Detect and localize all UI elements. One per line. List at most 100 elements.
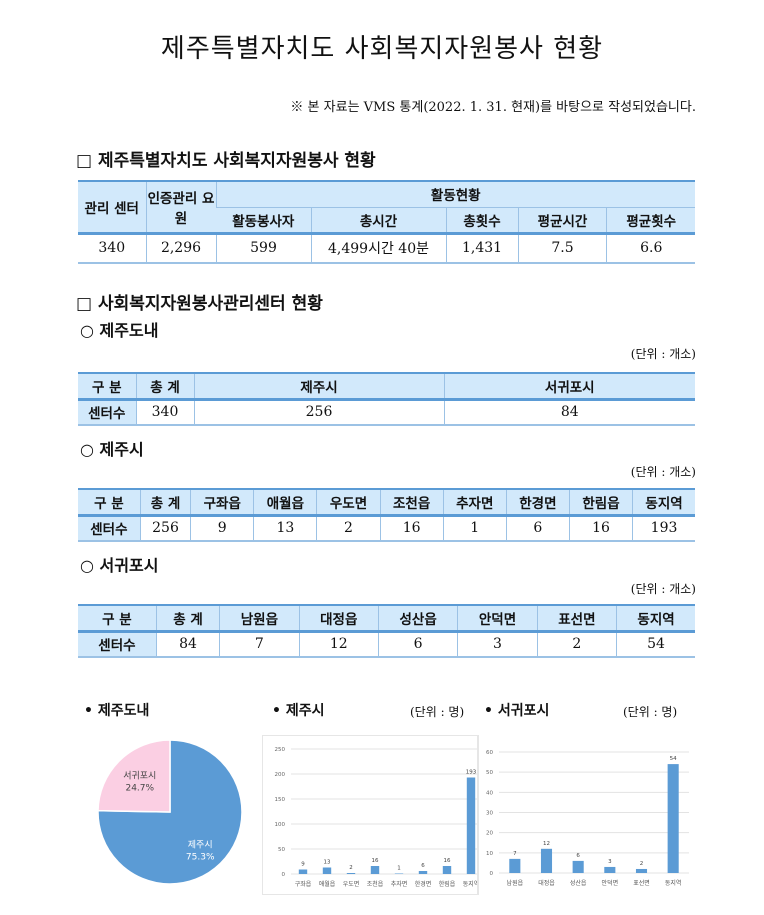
- cell: 9: [190, 515, 254, 541]
- cell: 84: [155, 631, 220, 657]
- x-tick-label: 한림읍: [439, 880, 456, 888]
- header-avg-count: 평균횟수: [606, 207, 695, 233]
- y-tick-label: 100: [275, 822, 286, 828]
- data-label: 6: [421, 863, 425, 869]
- y-tick-label: 20: [486, 831, 493, 837]
- section1-heading: □ 제주특별자치도 사회복지자원봉사 현황: [76, 151, 376, 171]
- header-volunteers: 활동봉사자: [216, 207, 311, 233]
- bar: [635, 868, 648, 873]
- y-tick-label: 0: [282, 872, 286, 878]
- column-header: 한경면: [505, 489, 570, 515]
- cell: 2: [536, 631, 617, 657]
- data-label: 16: [444, 858, 451, 864]
- data-label: 54: [670, 756, 677, 762]
- bar: [346, 873, 356, 874]
- column-header: 안덕면: [457, 605, 538, 631]
- header-center: 관리 센터: [78, 181, 146, 233]
- cell: 1,431: [445, 233, 519, 263]
- column-header: 총 계: [155, 605, 220, 631]
- header-avg-hours: 평균시간: [517, 207, 607, 233]
- header-total-hours: 총시간: [310, 207, 446, 233]
- cell: 16: [379, 515, 444, 541]
- bar: [394, 873, 404, 874]
- y-tick-label: 50: [278, 847, 285, 853]
- cell: 54: [616, 631, 695, 657]
- cell: 13: [253, 515, 317, 541]
- data-label: 13: [324, 860, 331, 866]
- bar: [298, 869, 308, 874]
- pie-slice: [97, 739, 171, 813]
- x-tick-label: 애월읍: [319, 880, 336, 888]
- bar: [604, 866, 616, 873]
- row-label: 센터수: [78, 631, 157, 657]
- data-label: 12: [543, 841, 550, 847]
- pie-percent: 24.7%: [125, 783, 154, 793]
- y-tick-label: 50: [486, 770, 493, 776]
- cell: 340: [98, 240, 126, 257]
- volunteer-status-table: 관리 센터 인증관리 요원 활동현황 활동봉사자 총시간 총횟수 평균시간 평균…: [78, 180, 695, 264]
- data-label: 6: [576, 853, 580, 859]
- column-header: 동지역: [616, 605, 695, 631]
- cell: 7.5: [517, 233, 607, 263]
- pie-chart: 제주시 75.3% 서귀포시 24.7%: [97, 739, 243, 885]
- unit-label: (단위 : 개소): [630, 582, 696, 596]
- cell: 12: [298, 631, 379, 657]
- seogwipo-chart-title: • 서귀포시: [484, 703, 550, 719]
- seogwipo-bar-chart: 0 10 20 30 40 50 60 7 남원읍 12 대정읍 6 성산읍 3 안덕면 2 표선면 54 동지역: [478, 735, 689, 895]
- jeju-chart-title: • 제주시: [272, 703, 325, 719]
- cell: 256: [193, 399, 444, 425]
- column-header: 남원읍: [219, 605, 300, 631]
- pie-slice: [97, 739, 243, 885]
- column-header: 표선면: [536, 605, 617, 631]
- y-tick-label: 150: [275, 797, 286, 803]
- cell: 193: [632, 515, 695, 541]
- bar: [540, 848, 553, 873]
- bar: [509, 858, 521, 873]
- column-header: 구 분: [78, 489, 141, 515]
- x-tick-label: 성산읍: [570, 879, 587, 887]
- data-label: 2: [640, 861, 644, 867]
- x-tick-label: 동지역: [665, 879, 682, 887]
- column-header: 우도면: [316, 489, 381, 515]
- jeju-bar-chart: 0 50 100 150 200 250 9 구좌읍 13 애월읍 2 우도면 16 조천읍 1 추자면 6 한경…: [262, 735, 478, 895]
- jeju-chart-unit: (단위 : 명): [410, 705, 465, 719]
- x-tick-label: 안덕면: [602, 879, 619, 887]
- pie-label: 제주시: [188, 840, 213, 851]
- data-label: 1: [397, 866, 401, 872]
- source-note: ※ 본 자료는 VMS 통계(2022. 1. 31. 현재)를 바탕으로 작성…: [290, 100, 696, 115]
- page-title: 제주특별자치도 사회복지자원봉사 현황: [160, 34, 604, 64]
- x-tick-label: 대정읍: [538, 879, 555, 887]
- row-label: 센터수: [78, 515, 141, 541]
- bar: [466, 777, 476, 874]
- header-seogwipo: 서귀포시: [443, 373, 695, 399]
- column-header: 대정읍: [298, 605, 379, 631]
- header-staff: 인증관리 요원: [145, 181, 216, 233]
- bar: [667, 764, 679, 873]
- x-tick-label: 우도면: [343, 880, 360, 888]
- y-tick-label: 0: [490, 871, 494, 877]
- cell: 2: [316, 515, 381, 541]
- cell: 16: [568, 515, 633, 541]
- data-label: 7: [513, 851, 517, 857]
- x-tick-label: 남원읍: [507, 879, 524, 887]
- province-heading: ○ 제주도내: [80, 321, 159, 340]
- y-tick-label: 60: [486, 750, 493, 756]
- column-header: 성산읍: [377, 605, 458, 631]
- column-header: 구좌읍: [190, 489, 254, 515]
- bar: [370, 866, 380, 874]
- cell: 599: [215, 233, 311, 263]
- bar: [442, 866, 452, 874]
- pie-percent: 75.3%: [186, 853, 215, 863]
- pie-label: 서귀포시: [123, 770, 156, 781]
- cell: 4,499시간 40분: [310, 233, 446, 263]
- x-tick-label: 추자면: [391, 880, 408, 888]
- x-tick-label: 동지역: [463, 880, 478, 888]
- cell: 1: [442, 515, 507, 541]
- row-label: 센터수: [78, 399, 136, 425]
- cell: 6.6: [606, 233, 695, 263]
- x-tick-label: 구좌읍: [295, 880, 312, 888]
- header-activity: 활동현황: [215, 181, 695, 208]
- seogwipo-chart-unit: (단위 : 명): [623, 705, 678, 719]
- unit-label: (단위 : 개소): [630, 465, 696, 479]
